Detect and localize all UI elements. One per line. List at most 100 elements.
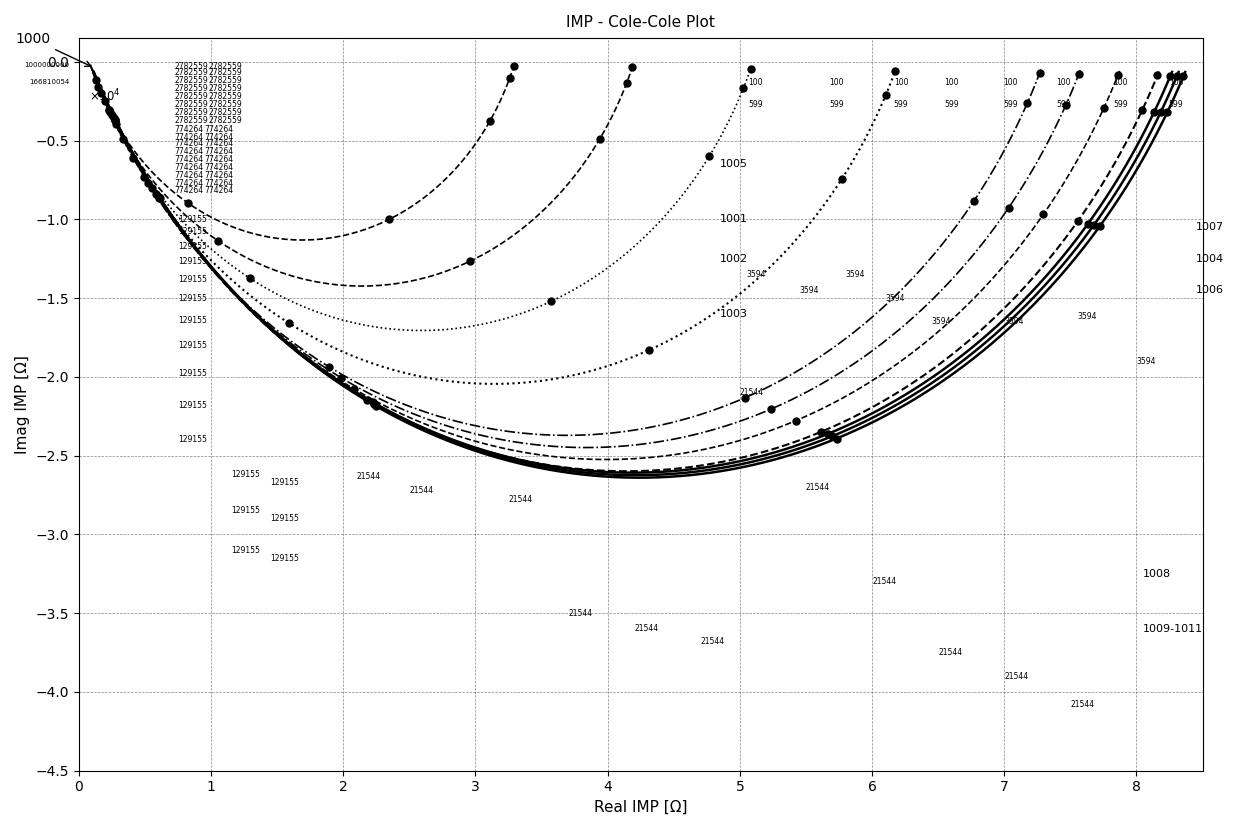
Text: 100: 100 — [1003, 78, 1018, 86]
Text: 774264: 774264 — [174, 171, 203, 179]
Text: 774264: 774264 — [205, 187, 233, 195]
Text: 166810054: 166810054 — [30, 79, 69, 85]
Text: 774264: 774264 — [174, 163, 203, 172]
Text: 3594: 3594 — [885, 294, 905, 303]
Text: 3594: 3594 — [1136, 357, 1156, 365]
Text: 599: 599 — [830, 100, 843, 109]
Text: 2782559: 2782559 — [208, 76, 242, 85]
Text: 774264: 774264 — [174, 147, 203, 156]
Text: 2782559: 2782559 — [208, 62, 242, 71]
Text: 1007: 1007 — [1195, 222, 1224, 232]
Text: 1003: 1003 — [720, 309, 748, 319]
Text: 129155: 129155 — [270, 554, 299, 563]
Text: 129155: 129155 — [179, 315, 207, 325]
X-axis label: Real IMP [Ω]: Real IMP [Ω] — [594, 800, 687, 815]
Text: 1004: 1004 — [1195, 254, 1224, 264]
Text: 21544: 21544 — [872, 577, 897, 586]
Text: 3594: 3594 — [800, 286, 818, 295]
Text: 100: 100 — [1114, 78, 1128, 86]
Text: 21544: 21544 — [1004, 671, 1028, 681]
Text: 2782559: 2782559 — [174, 76, 208, 85]
Text: 129155: 129155 — [179, 275, 207, 284]
Y-axis label: Imag IMP [Ω]: Imag IMP [Ω] — [15, 355, 30, 454]
Text: 100: 100 — [894, 78, 909, 86]
Text: 774264: 774264 — [205, 125, 233, 134]
Title: IMP - Cole-Cole Plot: IMP - Cole-Cole Plot — [567, 15, 715, 30]
Text: 3594: 3594 — [1004, 317, 1024, 326]
Text: 3594: 3594 — [846, 270, 866, 279]
Text: 774264: 774264 — [205, 133, 233, 142]
Text: 129155: 129155 — [270, 478, 299, 487]
Text: 774264: 774264 — [205, 178, 233, 188]
Text: 100: 100 — [944, 78, 959, 86]
Text: 129155: 129155 — [179, 369, 207, 378]
Text: 599: 599 — [1169, 100, 1183, 109]
Text: 2782559: 2782559 — [208, 108, 242, 117]
Text: 100: 100 — [1169, 78, 1183, 86]
Text: 2782559: 2782559 — [208, 68, 242, 77]
Text: 2782559: 2782559 — [208, 115, 242, 124]
Text: 21544: 21544 — [939, 648, 962, 657]
Text: 774264: 774264 — [174, 125, 203, 134]
Text: 2782559: 2782559 — [174, 108, 208, 117]
Text: 599: 599 — [1003, 100, 1018, 109]
Text: 21544: 21544 — [701, 637, 724, 646]
Text: 1009-1011: 1009-1011 — [1143, 624, 1203, 634]
Text: 2782559: 2782559 — [208, 92, 242, 101]
Text: 599: 599 — [894, 100, 909, 109]
Text: 774264: 774264 — [174, 155, 203, 164]
Text: 1000: 1000 — [15, 32, 91, 66]
Text: $\times$10$^4$: $\times$10$^4$ — [89, 88, 122, 105]
Text: 1008: 1008 — [1143, 569, 1171, 579]
Text: 774264: 774264 — [174, 187, 203, 195]
Text: 21544: 21544 — [806, 482, 830, 491]
Text: 21544: 21544 — [568, 608, 593, 618]
Text: 129155: 129155 — [231, 506, 260, 515]
Text: 774264: 774264 — [205, 163, 233, 172]
Text: 774264: 774264 — [205, 155, 233, 164]
Text: 21544: 21544 — [740, 388, 764, 397]
Text: 2782559: 2782559 — [174, 115, 208, 124]
Text: 774264: 774264 — [174, 133, 203, 142]
Text: 21544: 21544 — [357, 471, 381, 481]
Text: 129155: 129155 — [270, 514, 299, 523]
Text: 599: 599 — [1056, 100, 1071, 109]
Text: 2782559: 2782559 — [174, 84, 208, 93]
Text: 129155: 129155 — [179, 401, 207, 410]
Text: 774264: 774264 — [205, 171, 233, 179]
Text: 100: 100 — [830, 78, 843, 86]
Text: 21544: 21544 — [508, 496, 533, 505]
Text: 2782559: 2782559 — [174, 100, 208, 109]
Text: 129155: 129155 — [179, 257, 207, 266]
Text: 774264: 774264 — [205, 147, 233, 156]
Text: 3594: 3594 — [1078, 312, 1096, 321]
Text: 599: 599 — [749, 100, 763, 109]
Text: 2782559: 2782559 — [174, 62, 208, 71]
Text: 1002: 1002 — [720, 254, 748, 264]
Text: 1001: 1001 — [720, 214, 748, 224]
Text: 3594: 3594 — [746, 270, 766, 279]
Text: 2782559: 2782559 — [174, 92, 208, 101]
Text: 1000000000: 1000000000 — [25, 62, 69, 68]
Text: 21544: 21544 — [634, 624, 658, 633]
Text: 774264: 774264 — [174, 139, 203, 149]
Text: 129155: 129155 — [179, 294, 207, 303]
Text: 129155: 129155 — [231, 545, 260, 554]
Text: 21544: 21544 — [409, 486, 434, 495]
Text: 129155: 129155 — [179, 242, 207, 251]
Text: 2782559: 2782559 — [208, 100, 242, 109]
Text: 774264: 774264 — [174, 178, 203, 188]
Text: 774264: 774264 — [205, 139, 233, 149]
Text: 599: 599 — [1114, 100, 1128, 109]
Text: 129155: 129155 — [179, 227, 207, 237]
Text: 2782559: 2782559 — [174, 68, 208, 77]
Text: 3594: 3594 — [931, 317, 951, 326]
Text: 129155: 129155 — [231, 470, 260, 479]
Text: 100: 100 — [1056, 78, 1071, 86]
Text: 21544: 21544 — [1070, 700, 1095, 709]
Text: 129155: 129155 — [179, 436, 207, 444]
Text: 2782559: 2782559 — [208, 84, 242, 93]
Text: 129155: 129155 — [179, 341, 207, 349]
Text: 1006: 1006 — [1195, 286, 1224, 295]
Text: 129155: 129155 — [179, 215, 207, 224]
